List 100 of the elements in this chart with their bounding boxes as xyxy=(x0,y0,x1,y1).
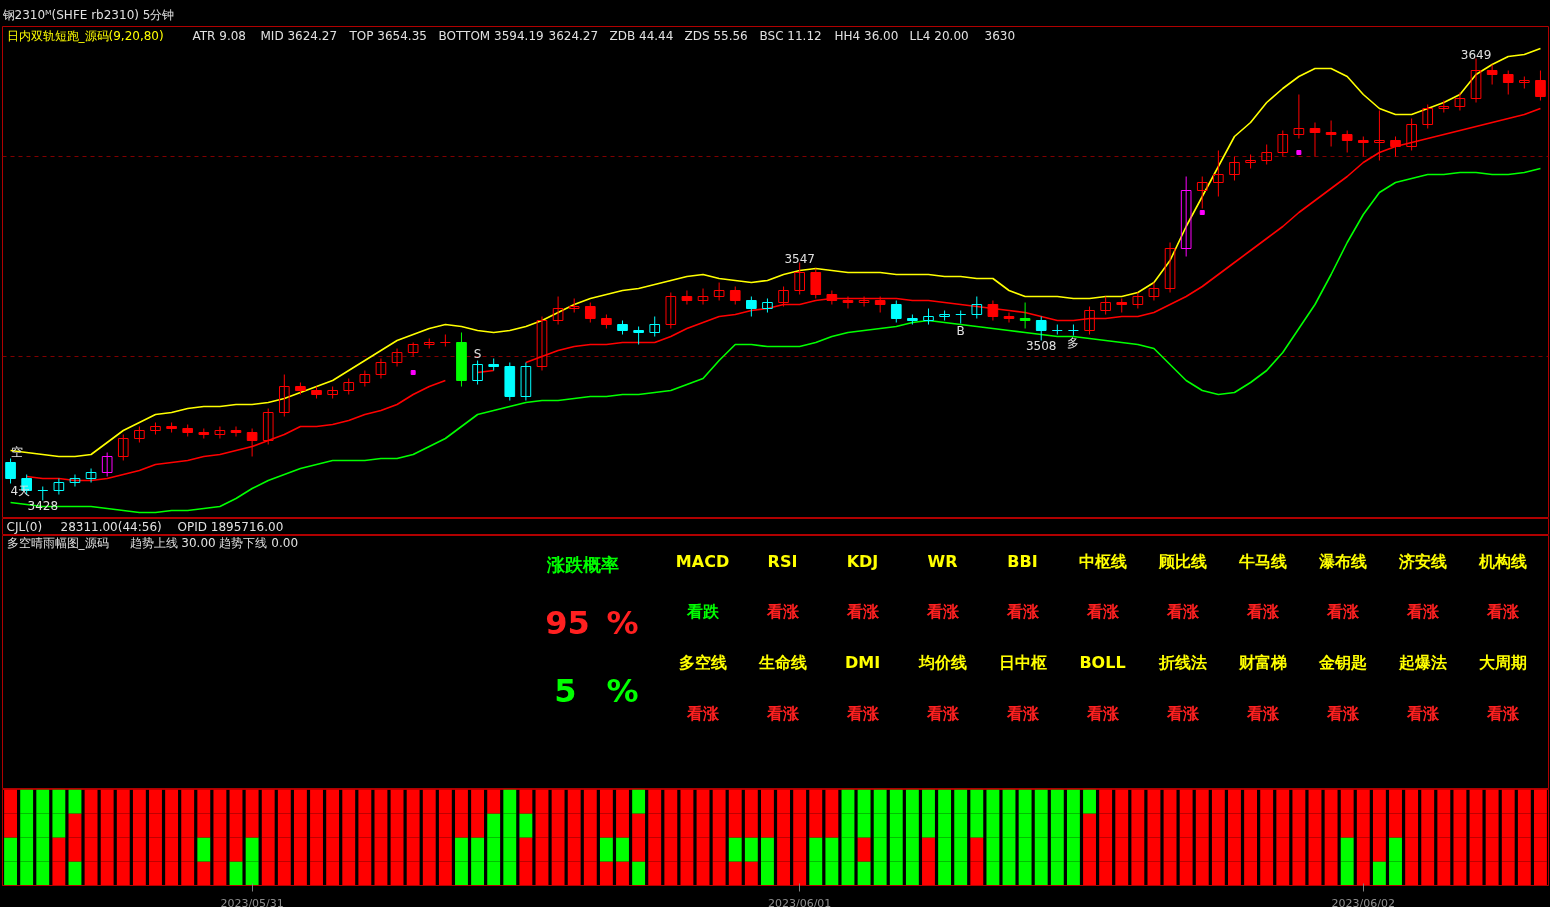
text: WR xyxy=(927,552,958,571)
candlestick xyxy=(858,296,870,307)
bar xyxy=(857,837,871,862)
text: 看涨 xyxy=(1005,704,1040,723)
candlestick xyxy=(472,360,483,385)
candlestick xyxy=(1357,136,1369,157)
candlestick xyxy=(1068,324,1079,336)
candlestick xyxy=(5,458,16,484)
candlestick xyxy=(842,296,854,309)
annotation: MID 3624.27 xyxy=(260,28,338,43)
text: MACD xyxy=(675,552,730,571)
text: 看涨 xyxy=(1325,704,1360,723)
candlestick xyxy=(1213,150,1224,197)
candlestick xyxy=(214,426,226,439)
candlestick xyxy=(262,408,274,445)
text: DMI xyxy=(844,653,881,672)
candlestick xyxy=(1180,176,1192,257)
candlestick xyxy=(1148,282,1160,301)
text: 多空晴雨幅图_源码 xyxy=(6,535,109,550)
annotation: 3508 xyxy=(1025,338,1057,353)
bar xyxy=(68,789,82,814)
candlestick xyxy=(890,300,902,323)
chart-title: 钢2310ᴹ(SHFE rb2310) 5分钟 xyxy=(1,7,175,22)
candlestick xyxy=(1422,104,1434,129)
candlestick xyxy=(1196,176,1208,209)
text: 看涨 xyxy=(1485,704,1520,723)
text: 趋势上线 30.00 趋势下线 0.00 xyxy=(129,535,299,550)
text: 看涨 xyxy=(1245,704,1280,723)
candlestick xyxy=(665,292,677,329)
text: 看涨 xyxy=(845,704,880,723)
text: 瀑布线 xyxy=(1317,552,1367,571)
text: 看涨 xyxy=(1165,602,1200,621)
bar xyxy=(616,861,629,886)
text: 大周期 xyxy=(1478,653,1527,672)
candlestick xyxy=(246,428,258,457)
candlestick xyxy=(1535,70,1546,101)
candlestick xyxy=(1470,58,1482,103)
text: 看涨 xyxy=(1325,602,1360,621)
candlestick xyxy=(1374,110,1385,161)
candlestick xyxy=(552,296,564,325)
text: OPID 1895716.00 xyxy=(177,520,284,534)
text: 看涨 xyxy=(925,704,960,723)
text: 机构线 xyxy=(1477,552,1527,571)
text: 看涨 xyxy=(1085,704,1120,723)
text: 看涨 xyxy=(1405,602,1440,621)
candlestick xyxy=(955,310,967,324)
bar xyxy=(632,861,646,886)
text: 28311.00(44:56) xyxy=(60,520,162,534)
text: 看跌 xyxy=(685,602,720,621)
candlestick xyxy=(101,452,113,477)
bar xyxy=(197,861,211,886)
text: 涨跌概率 xyxy=(545,554,619,575)
annotation: S xyxy=(473,346,482,361)
candlestick xyxy=(520,362,532,401)
text: 生命线 xyxy=(757,653,807,672)
candlestick xyxy=(391,348,403,367)
text: 起爆法 xyxy=(1397,653,1447,672)
candlestick xyxy=(1003,312,1015,323)
candlestick xyxy=(584,302,596,323)
candlestick xyxy=(971,296,983,319)
annotation: LL4 20.00 xyxy=(909,28,969,43)
bar xyxy=(487,789,501,814)
text: 财富梯 xyxy=(1237,653,1287,672)
bar xyxy=(519,813,533,838)
annotation: 3547 xyxy=(784,251,815,266)
annotation: ATR 9.08 xyxy=(192,28,246,43)
text: 看涨 xyxy=(1485,602,1520,621)
candlestick xyxy=(375,358,387,379)
x-tick-label: 2023/05/31 xyxy=(220,896,284,907)
candlestick xyxy=(536,316,548,371)
candlestick xyxy=(713,282,725,301)
text: RSI xyxy=(767,552,798,571)
candlestick xyxy=(117,434,129,461)
bar xyxy=(857,861,871,886)
candlestick xyxy=(230,426,242,437)
text: % xyxy=(606,603,639,642)
candlestick xyxy=(1309,122,1321,157)
candlestick xyxy=(649,316,661,337)
candlestick xyxy=(987,300,999,321)
bar xyxy=(519,789,533,814)
chart-subtitle: 日内双轨短跑_源码(9,20,80) xyxy=(6,28,164,43)
text: 看涨 xyxy=(1245,602,1280,621)
candlestick xyxy=(1277,130,1289,157)
text: 95 xyxy=(545,604,590,642)
text: 顾比线 xyxy=(1157,552,1207,571)
text: 牛马线 xyxy=(1237,552,1287,571)
bar xyxy=(1372,861,1386,886)
candlestick xyxy=(278,374,290,417)
annotation: 3649 xyxy=(1460,47,1492,62)
candlestick xyxy=(85,468,97,483)
text: BOLL xyxy=(1079,653,1126,672)
bar xyxy=(728,837,742,862)
text: 5 xyxy=(554,672,577,710)
text: 看涨 xyxy=(925,602,960,621)
candlestick xyxy=(1502,70,1514,95)
candlestick xyxy=(1084,306,1095,335)
text: 看涨 xyxy=(1405,704,1440,723)
annotation: 3624.27 xyxy=(548,29,599,43)
text: % xyxy=(606,671,639,710)
candlestick xyxy=(37,486,49,501)
